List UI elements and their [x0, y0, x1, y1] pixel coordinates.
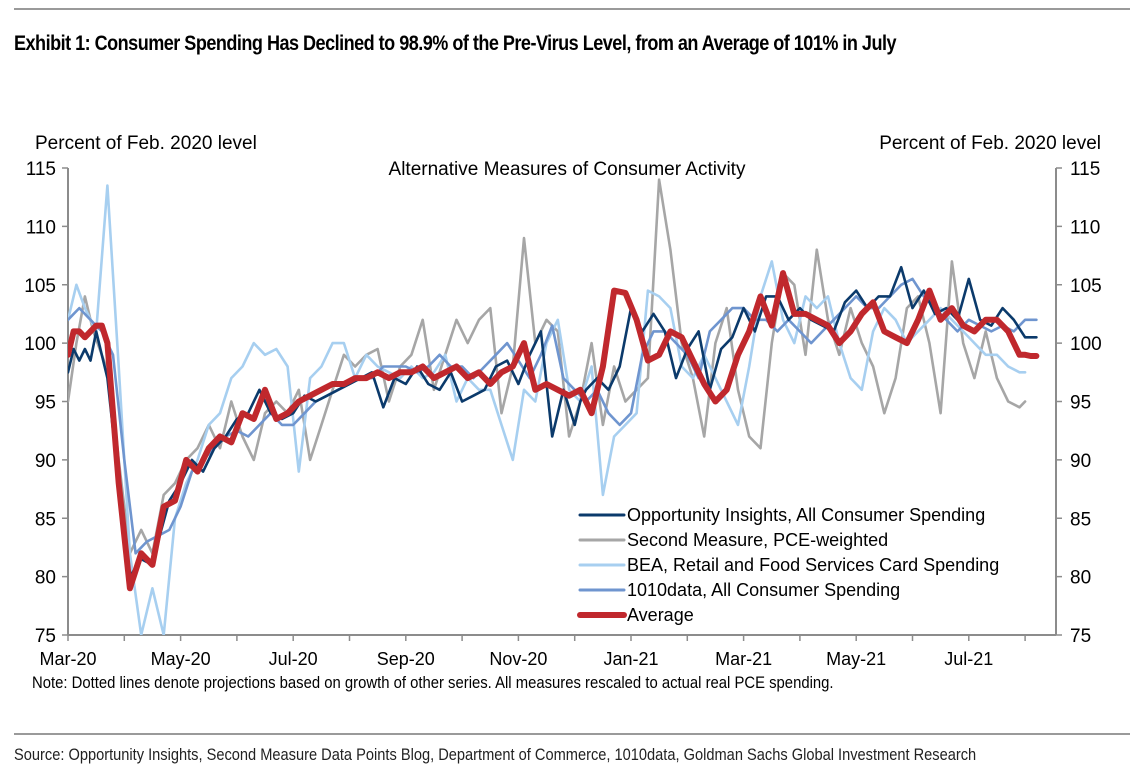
y-tick-label-right: 75	[1070, 626, 1091, 647]
x-tick-label: Mar-21	[715, 649, 772, 669]
x-tick-label: Sep-20	[377, 649, 435, 669]
axes: 75 75 80 80 85 85 90 90 95 95 100 100 105 105 110 110 11…	[24, 159, 1101, 669]
legend-label: Opportunity Insights, All Consumer Spend…	[627, 505, 985, 525]
y-axis-label-left: Percent of Feb. 2020 level	[35, 133, 257, 154]
top-divider	[14, 8, 1130, 10]
x-tick-label: Mar-20	[39, 649, 96, 669]
x-tick-label: May-21	[826, 649, 886, 669]
exhibit-title: Exhibit 1: Consumer Spending Has Decline…	[14, 32, 897, 55]
y-tick-label-left: 110	[26, 217, 56, 238]
y-tick-label-left: 85	[35, 509, 56, 530]
x-tick-label: Jan-21	[603, 649, 658, 669]
bottom-divider	[14, 733, 1130, 735]
chart-note: Note: Dotted lines denote projections ba…	[32, 674, 834, 692]
x-tick-label: Jul-20	[269, 649, 318, 669]
legend-label: 1010data, All Consumer Spending	[627, 580, 900, 600]
legend-label: Second Measure, PCE-weighted	[627, 530, 888, 550]
y-tick-label-left: 80	[35, 568, 56, 589]
series-average	[68, 270, 1040, 592]
y-tick-label-right: 85	[1070, 509, 1091, 530]
legend-label: Average	[627, 605, 694, 625]
x-tick-label: Jul-21	[944, 649, 993, 669]
legend-label: BEA, Retail and Food Services Card Spend…	[627, 555, 999, 575]
chart-title: Alternative Measures of Consumer Activit…	[389, 159, 746, 180]
legend: Opportunity Insights, All Consumer Spend…	[577, 505, 999, 625]
series-second-measure	[68, 178, 1027, 555]
y-tick-label-left: 90	[35, 451, 56, 472]
y-tick-label-right: 100	[1070, 334, 1102, 355]
series-opportunity-insights	[68, 265, 1038, 578]
y-tick-label-right: 90	[1070, 451, 1091, 472]
y-tick-label-left: 95	[35, 393, 56, 414]
y-axis-label-right: Percent of Feb. 2020 level	[879, 133, 1101, 154]
y-tick-label-left: 75	[35, 626, 56, 647]
x-tick-label: Nov-20	[489, 649, 547, 669]
series-layer	[68, 178, 1040, 635]
line-chart: 75 75 80 80 85 85 90 90 95 95 100 100 105 105 110 110 11…	[24, 133, 1101, 669]
y-tick-label-left: 115	[26, 159, 56, 180]
y-tick-label-left: 105	[24, 276, 56, 297]
x-tick-label: May-20	[151, 649, 211, 669]
y-tick-label-right: 95	[1070, 393, 1091, 414]
y-tick-label-right: 110	[1070, 217, 1100, 238]
y-tick-label-right: 80	[1070, 568, 1091, 589]
y-tick-label-right: 115	[1070, 159, 1100, 180]
y-tick-label-right: 105	[1070, 276, 1102, 297]
y-tick-label-left: 100	[24, 334, 56, 355]
source-text: Source: Opportunity Insights, Second Mea…	[14, 745, 977, 764]
